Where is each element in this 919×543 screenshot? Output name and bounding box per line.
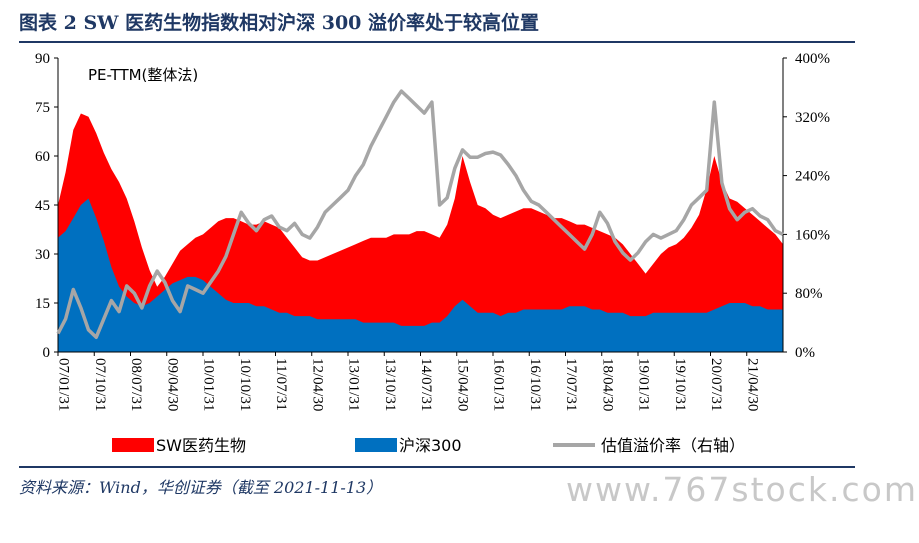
- x-tick-label: 13/01/31: [346, 358, 362, 411]
- y2-tick-label: 320%: [795, 110, 830, 126]
- x-tick-label: 09/04/30: [164, 358, 180, 411]
- x-tick-label: 10/01/31: [201, 358, 217, 411]
- chart-title: 图表 2 SW 医药生物指数相对沪深 300 溢价率处于较高位置: [19, 12, 540, 34]
- x-tick-label: 10/10/31: [237, 358, 253, 411]
- x-tick-label: 16/01/31: [491, 358, 507, 411]
- y2-tick-label: 400%: [795, 51, 830, 67]
- legend-pharma-swatch: [112, 438, 154, 452]
- y-tick-label: 45: [35, 198, 50, 214]
- chart-legend: SW医药生物 沪深300 估值溢价率（右轴）: [112, 436, 745, 455]
- y2-tick-label: 240%: [795, 169, 830, 185]
- y2-tick-label: 0%: [795, 345, 815, 361]
- x-tick-label: 07/01/31: [56, 358, 72, 411]
- y-tick-label: 30: [35, 247, 50, 263]
- premium-line: [56, 89, 784, 340]
- footer-rule: [19, 466, 855, 468]
- y-tick-label: 75: [35, 100, 50, 116]
- y-tick-label: 90: [35, 51, 50, 67]
- x-tick-label: 15/04/30: [454, 358, 470, 411]
- source-note: 资料来源：Wind，华创证券（截至 2021-11-13）: [19, 478, 383, 497]
- y2-tick-label: 160%: [795, 227, 830, 243]
- title-rule: [19, 41, 855, 43]
- x-tick-label: 08/07/31: [128, 358, 144, 411]
- x-tick-label: 19/10/31: [672, 358, 688, 411]
- x-tick-label: 13/10/31: [382, 358, 398, 411]
- hs300-area: [58, 198, 783, 352]
- legend-premium-label: 估值溢价率（右轴）: [601, 436, 745, 455]
- y-tick-label: 60: [35, 149, 50, 165]
- x-tick-label: 12/04/30: [309, 358, 325, 411]
- x-tick-label: 19/01/31: [636, 358, 652, 411]
- legend-hs300-swatch: [355, 438, 397, 452]
- pe-ttm-annotation: PE-TTM(整体法): [88, 66, 198, 84]
- x-tick-label: 21/04/30: [744, 358, 760, 411]
- x-tick-label: 20/07/31: [708, 358, 724, 411]
- plot-areas: [58, 113, 783, 352]
- pharma-area: [58, 113, 783, 352]
- x-tick-label: 16/10/31: [527, 358, 543, 411]
- y-tick-label: 15: [35, 296, 50, 312]
- y-tick-label: 0: [43, 345, 51, 361]
- y2-tick-label: 80%: [795, 286, 823, 302]
- chart-axes: 0 15 30 45 60 75 90 0% 80% 160% 240% 320% 400% 07/01/…: [35, 51, 830, 411]
- legend-hs300-label: 沪深300: [399, 436, 462, 455]
- x-tick-label: 11/07/31: [273, 358, 289, 411]
- watermark: www.767stock.com: [566, 470, 918, 509]
- x-tick-label: 14/07/31: [418, 358, 434, 411]
- premium-line-layer: [56, 89, 784, 340]
- legend-pharma-label: SW医药生物: [156, 436, 246, 455]
- x-tick-label: 18/04/30: [599, 358, 615, 411]
- x-tick-label: 07/10/31: [92, 358, 108, 411]
- x-tick-label: 17/07/31: [563, 358, 579, 411]
